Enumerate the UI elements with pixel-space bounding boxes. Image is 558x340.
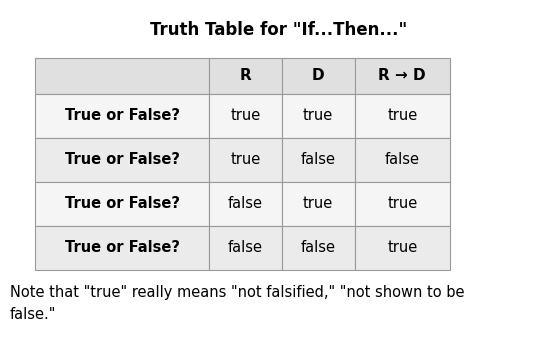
Text: true: true [303, 108, 333, 123]
Bar [209, 182, 282, 226]
Bar [354, 58, 450, 94]
Text: D: D [312, 68, 325, 84]
Text: Note that "true" really means "not falsified," "not shown to be
false.": Note that "true" really means "not falsi… [10, 285, 464, 322]
Text: false: false [385, 153, 420, 168]
Bar [209, 138, 282, 182]
Bar [209, 226, 282, 270]
Text: true: true [303, 197, 333, 211]
Bar [282, 94, 354, 138]
Text: true: true [230, 108, 261, 123]
Bar [354, 138, 450, 182]
Bar [35, 138, 209, 182]
Bar [354, 226, 450, 270]
Text: True or False?: True or False? [65, 197, 180, 211]
Bar [35, 226, 209, 270]
Bar [282, 138, 354, 182]
Text: false: false [301, 153, 336, 168]
Bar [35, 94, 209, 138]
Bar [354, 182, 450, 226]
Bar [354, 94, 450, 138]
Text: false: false [301, 240, 336, 255]
Bar [35, 58, 209, 94]
Text: false: false [228, 197, 263, 211]
Bar [35, 182, 209, 226]
Bar [282, 58, 354, 94]
Bar [282, 182, 354, 226]
Text: true: true [387, 108, 417, 123]
Text: Truth Table for "If...Then...": Truth Table for "If...Then..." [150, 21, 408, 39]
Text: R: R [240, 68, 252, 84]
Text: true: true [387, 197, 417, 211]
Bar [209, 58, 282, 94]
Text: True or False?: True or False? [65, 240, 180, 255]
Text: false: false [228, 240, 263, 255]
Text: True or False?: True or False? [65, 153, 180, 168]
Text: true: true [230, 153, 261, 168]
Bar [209, 94, 282, 138]
Text: R → D: R → D [378, 68, 426, 84]
Text: true: true [387, 240, 417, 255]
Bar [282, 226, 354, 270]
Text: True or False?: True or False? [65, 108, 180, 123]
